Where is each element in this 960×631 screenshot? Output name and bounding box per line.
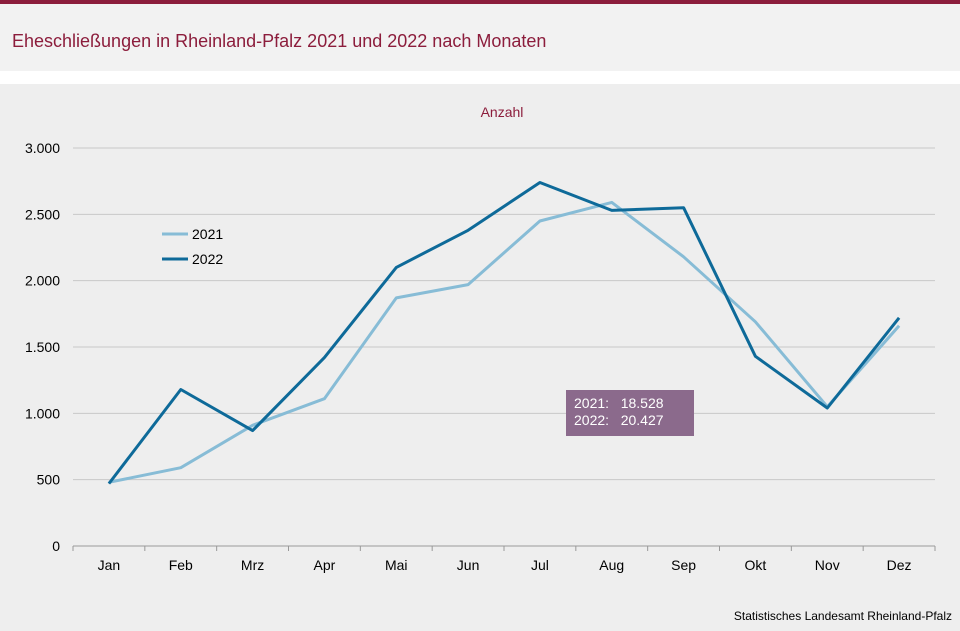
y-tick-label: 2.500 <box>25 206 60 222</box>
x-tick-label: Apr <box>314 557 336 573</box>
y-tick-labels: 0 500 1.000 1.500 2.000 2.500 3.000 <box>25 140 60 554</box>
divider <box>0 71 960 84</box>
totals-tooltip: 2021: 18.528 2022: 20.427 <box>566 390 694 436</box>
x-tick-label: Jun <box>457 557 480 573</box>
y-tick-label: 2.000 <box>25 273 60 289</box>
y-tick-label: 1.000 <box>25 405 60 421</box>
y-axis-label: Anzahl <box>481 104 524 120</box>
x-tick-label: Jul <box>531 557 549 573</box>
x-tick-labels: Jan Feb Mrz Apr Mai Jun Jul Aug Sep Okt Nov Dez <box>98 557 912 573</box>
top-accent-bar <box>0 0 960 4</box>
page-title: Eheschließungen in Rheinland-Pfalz 2021 … <box>12 31 547 51</box>
legend-label-2021: 2021 <box>192 226 223 242</box>
series-line-2022 <box>107 181 901 485</box>
legend-label-2022: 2022 <box>192 251 223 267</box>
y-tick-label: 500 <box>37 472 61 488</box>
x-tick-label: Sep <box>671 557 696 573</box>
header: Eheschließungen in Rheinland-Pfalz 2021 … <box>0 4 960 71</box>
grid-lines <box>72 147 936 551</box>
legend: 2021 2022 <box>162 226 223 267</box>
x-tick-label: Mrz <box>241 557 264 573</box>
x-tick-label: Feb <box>169 557 193 573</box>
x-tick-label: Okt <box>745 557 767 573</box>
x-tick-label: Jan <box>98 557 121 573</box>
tooltip-line-2022: 2022: 20.427 <box>574 412 664 428</box>
x-tick-label: Nov <box>815 557 840 573</box>
x-tick-label: Mai <box>385 557 408 573</box>
chart-panel <box>0 84 960 631</box>
series-lines <box>107 181 901 485</box>
series-line-2021 <box>108 200 901 484</box>
y-tick-label: 1.500 <box>25 339 60 355</box>
x-tick-label: Aug <box>599 557 624 573</box>
source-note: Statistisches Landesamt Rheinland-Pfalz <box>733 609 952 623</box>
tooltip-line-2021: 2021: 18.528 <box>574 395 664 411</box>
y-tick-label: 3.000 <box>25 140 60 156</box>
x-tick-label: Dez <box>887 557 912 573</box>
y-tick-label: 0 <box>52 538 60 554</box>
